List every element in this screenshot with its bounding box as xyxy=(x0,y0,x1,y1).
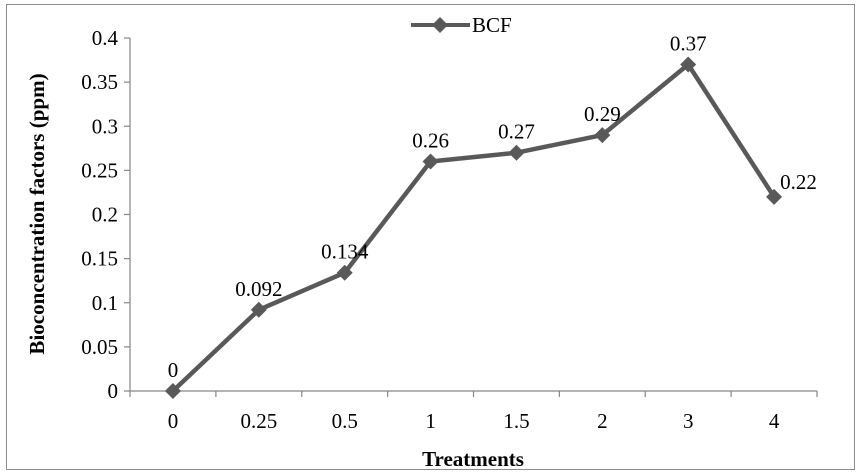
data-label: 0.22 xyxy=(780,170,817,194)
x-tick-label: 0.25 xyxy=(240,409,277,433)
data-point-marker xyxy=(680,56,697,73)
y-tick-label: 0.3 xyxy=(92,114,118,138)
legend: BCF xyxy=(411,13,512,37)
data-label: 0.27 xyxy=(498,120,535,144)
y-tick-label: 0.4 xyxy=(92,26,119,50)
x-ticks: 0 0.25 0.5 1 1.5 2 3 4 xyxy=(129,391,818,433)
y-tick-label: 0.2 xyxy=(92,203,118,227)
legend-diamond-icon xyxy=(432,17,448,33)
chart-frame xyxy=(6,4,855,470)
data-point-marker xyxy=(422,153,439,170)
x-tick-label: 0.5 xyxy=(332,409,358,433)
data-label: 0.37 xyxy=(670,31,707,55)
data-label: 0.26 xyxy=(412,129,449,153)
x-tick-label: 1.5 xyxy=(503,409,529,433)
y-tick-label: 0.1 xyxy=(92,291,118,315)
data-point-marker xyxy=(336,264,353,281)
data-label: 0 xyxy=(168,358,179,382)
legend-label: BCF xyxy=(472,13,512,37)
y-tick-label: 0.15 xyxy=(81,247,118,271)
data-point-marker xyxy=(766,188,783,205)
data-point-marker xyxy=(594,127,611,144)
data-point-marker xyxy=(508,144,525,161)
x-tick-label: 2 xyxy=(597,409,608,433)
y-tick-label: 0.25 xyxy=(81,158,118,182)
x-axis-title: Treatments xyxy=(422,447,524,471)
series-line xyxy=(171,62,776,393)
data-labels: 0 0.092 0.134 0.26 0.27 0.29 0.37 0.22 xyxy=(168,31,817,382)
series-layer xyxy=(164,56,783,399)
y-tick-label: 0.35 xyxy=(81,70,118,94)
x-tick-label: 0 xyxy=(168,409,179,433)
y-ticks: 0 0.05 0.1 0.15 0.2 0.25 0.3 0.35 0.4 xyxy=(81,26,130,403)
x-tick-label: 1 xyxy=(425,409,436,433)
y-tick-label: 0 xyxy=(108,379,119,403)
y-axis-title: Bioconcentration factors (ppm) xyxy=(25,73,49,354)
data-point-marker xyxy=(164,383,181,399)
x-tick-label: 4 xyxy=(769,409,780,433)
data-label: 0.092 xyxy=(235,277,282,301)
data-point-marker xyxy=(250,301,267,318)
data-label: 0.134 xyxy=(321,240,369,264)
y-tick-label: 0.05 xyxy=(81,335,118,359)
x-tick-label: 3 xyxy=(683,409,694,433)
data-label: 0.29 xyxy=(584,102,621,126)
